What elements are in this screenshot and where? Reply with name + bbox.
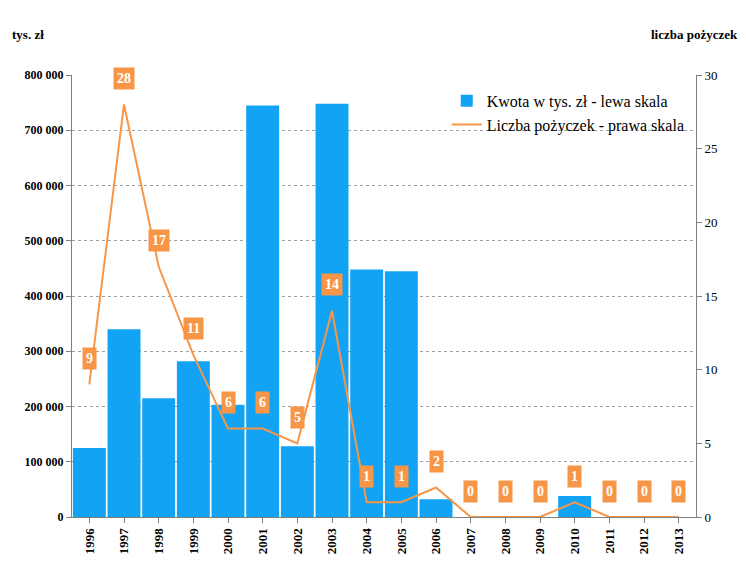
svg-text:2001: 2001 <box>255 528 270 554</box>
svg-text:1998: 1998 <box>151 528 166 555</box>
svg-text:28: 28 <box>117 71 131 86</box>
svg-text:10: 10 <box>705 362 718 377</box>
svg-text:0: 0 <box>537 484 544 499</box>
svg-text:14: 14 <box>325 277 339 292</box>
svg-text:1996: 1996 <box>82 528 97 555</box>
svg-text:11: 11 <box>187 321 200 336</box>
svg-text:6: 6 <box>259 395 266 410</box>
svg-text:30: 30 <box>705 68 718 83</box>
svg-text:2012: 2012 <box>636 528 651 554</box>
svg-text:500 000: 500 000 <box>25 234 64 248</box>
svg-text:Liczba pożyczek - prawa skala: Liczba pożyczek - prawa skala <box>487 117 684 135</box>
svg-text:2004: 2004 <box>359 528 374 555</box>
svg-text:2013: 2013 <box>671 528 686 555</box>
svg-text:2010: 2010 <box>567 528 582 554</box>
svg-text:200 000: 200 000 <box>25 400 64 414</box>
svg-text:0: 0 <box>58 510 64 524</box>
svg-text:2003: 2003 <box>324 528 339 555</box>
svg-text:2005: 2005 <box>394 528 409 555</box>
svg-text:1: 1 <box>398 469 405 484</box>
svg-text:liczba pożyczek: liczba pożyczek <box>651 27 738 42</box>
svg-text:1997: 1997 <box>116 528 131 555</box>
svg-text:1: 1 <box>363 469 370 484</box>
svg-text:2: 2 <box>433 454 440 469</box>
svg-text:2006: 2006 <box>428 528 443 555</box>
svg-text:100 000: 100 000 <box>25 455 64 469</box>
svg-text:2011: 2011 <box>602 528 617 553</box>
svg-text:0: 0 <box>705 510 712 525</box>
svg-text:0: 0 <box>467 484 474 499</box>
svg-text:0: 0 <box>502 484 509 499</box>
svg-text:25: 25 <box>705 141 718 156</box>
svg-text:1: 1 <box>571 469 578 484</box>
svg-text:6: 6 <box>225 395 232 410</box>
svg-text:5: 5 <box>705 436 712 451</box>
svg-text:2002: 2002 <box>290 528 305 554</box>
svg-text:tys. zł: tys. zł <box>12 27 44 42</box>
svg-text:9: 9 <box>86 351 93 366</box>
svg-text:5: 5 <box>294 410 301 425</box>
svg-text:600 000: 600 000 <box>25 179 64 193</box>
svg-text:15: 15 <box>705 289 718 304</box>
svg-text:2007: 2007 <box>463 528 478 555</box>
svg-text:800 000: 800 000 <box>25 68 64 82</box>
svg-text:0: 0 <box>675 484 682 499</box>
svg-text:400 000: 400 000 <box>25 289 64 303</box>
svg-text:2008: 2008 <box>498 528 513 555</box>
svg-text:0: 0 <box>641 484 648 499</box>
svg-text:17: 17 <box>152 233 166 248</box>
svg-text:2000: 2000 <box>220 528 235 554</box>
svg-text:0: 0 <box>606 484 613 499</box>
svg-text:2009: 2009 <box>532 528 547 555</box>
svg-text:1999: 1999 <box>186 528 201 555</box>
svg-text:300 000: 300 000 <box>25 344 64 358</box>
svg-text:20: 20 <box>705 215 718 230</box>
svg-text:Kwota w tys. zł - lewa skala: Kwota w tys. zł - lewa skala <box>487 93 668 111</box>
svg-text:700 000: 700 000 <box>25 123 64 137</box>
